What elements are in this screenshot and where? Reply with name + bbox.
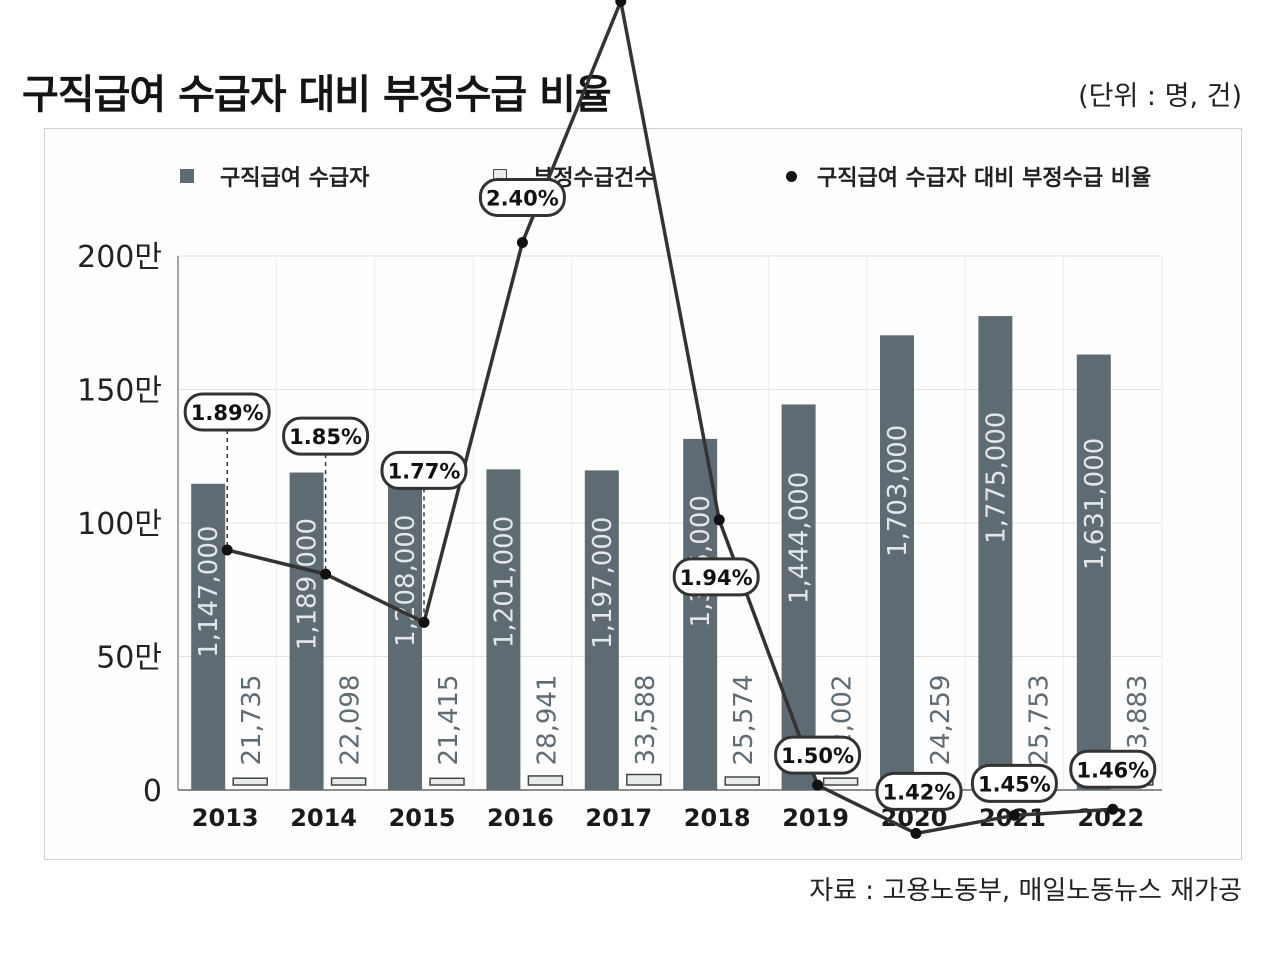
- bar-fraud-cases: [724, 776, 760, 786]
- bar-recipients: [191, 483, 226, 790]
- bar-label-fraud-cases: 21,415: [434, 675, 464, 766]
- ratio-point: [1107, 803, 1119, 815]
- bar-label-recipients: 1,201,000: [489, 516, 519, 648]
- legend-item-recipients: 구직급여 수급자: [180, 158, 369, 194]
- ratio-callout-bubble: [970, 763, 1058, 803]
- y-tick-label: 150만: [77, 374, 162, 409]
- ratio-callout-bubble: [380, 450, 468, 490]
- bar-label-fraud-cases: 21,735: [237, 675, 267, 766]
- ratio-label: 1.77%: [388, 459, 461, 483]
- bar-recipients: [584, 470, 619, 790]
- ratio-callout-bubble: [875, 771, 963, 811]
- bar-fraud-cases: [822, 777, 859, 786]
- legend-swatch-recipients: [180, 169, 194, 183]
- bar-label-recipients: 1,208,000: [391, 515, 421, 647]
- y-tick-label: 200만: [77, 240, 162, 275]
- source-note: 자료 : 고용노동부, 매일노동뉴스 재가공: [809, 876, 1242, 906]
- x-tick-label: 2017: [585, 804, 652, 832]
- y-tick-label: 0: [143, 774, 162, 809]
- ratio-line: [226, 0, 1113, 836]
- ratio-point: [910, 827, 922, 839]
- ratio-label: 1.42%: [883, 780, 956, 804]
- bar-label-recipients: 1,197,000: [588, 517, 618, 649]
- legend-item-ratio: 구직급여 수급자 대비 부정수급 비율: [786, 158, 1151, 194]
- ratio-label: 1.45%: [978, 772, 1051, 796]
- bar-recipients: [880, 335, 914, 790]
- ratio-label: 1.50%: [781, 744, 854, 768]
- ratio-callout-bubble: [774, 735, 862, 775]
- bar-fraud-cases: [330, 777, 367, 786]
- ratio-label: 1.85%: [289, 425, 362, 449]
- legend-swatch-ratio: [786, 170, 797, 182]
- bar-label-recipients: 1,444,000: [785, 472, 815, 604]
- y-tick-label: 50만: [96, 641, 162, 676]
- bar-label-fraud-cases: 24,259: [926, 675, 956, 766]
- bar-label-fraud-cases: 28,941: [532, 675, 562, 766]
- ratio-callout-bubble: [183, 392, 271, 432]
- bar-fraud-cases: [232, 777, 268, 786]
- ratio-point: [812, 779, 824, 791]
- y-tick-label: 100만: [77, 507, 162, 542]
- bar-label-fraud-cases: 22,098: [336, 675, 366, 766]
- ratio-point: [615, 0, 627, 7]
- bar-label-fraud-cases: 25,753: [1024, 675, 1054, 766]
- ratio-label: 1.94%: [680, 566, 753, 590]
- ratio-label: 1.46%: [1076, 758, 1149, 782]
- legend-label-recipients: 구직급여 수급자: [220, 166, 370, 191]
- bar-label-recipients: 1,775,000: [981, 412, 1011, 544]
- ratio-callout-bubble: [672, 557, 760, 597]
- bar-label-fraud-cases: 25,574: [729, 675, 759, 766]
- ratio-callout-bubble: [1069, 749, 1157, 789]
- unit-label: (단위 : 명, 건): [1078, 81, 1242, 112]
- bar-recipients: [388, 467, 422, 790]
- bar-recipients: [978, 316, 1013, 790]
- chart-frame: [44, 128, 1242, 860]
- x-tick-label: 2019: [782, 804, 849, 832]
- x-tick-label: 2016: [487, 804, 554, 832]
- ratio-label: 1.89%: [191, 401, 264, 425]
- ratio-point: [418, 616, 430, 628]
- bar-fraud-cases: [429, 777, 465, 786]
- x-tick-label: 2015: [389, 804, 456, 832]
- x-tick-label: 2013: [192, 804, 259, 832]
- legend-label-ratio: 구직급여 수급자 대비 부정수급 비율: [817, 166, 1152, 191]
- ratio-point: [221, 544, 233, 556]
- x-tick-label: 2014: [290, 804, 357, 832]
- ratio-point: [713, 514, 725, 526]
- bar-label-recipients: 1,631,000: [1080, 438, 1110, 570]
- bar-recipients: [781, 404, 816, 790]
- ratio-label: 2.40%: [486, 186, 559, 210]
- bar-fraud-cases: [527, 775, 564, 786]
- page-title: 구직급여 수급자 대비 부정수급 비율: [22, 72, 612, 118]
- x-tick-label: 2018: [684, 804, 751, 832]
- bar-label-recipients: 1,703,000: [883, 425, 913, 557]
- bar-recipients: [486, 469, 521, 790]
- bar-label-recipients: 1,147,000: [194, 526, 224, 658]
- ratio-callout-bubble: [282, 416, 370, 456]
- ratio-point: [516, 236, 528, 248]
- bar-recipients: [683, 438, 718, 790]
- bar-recipients: [289, 472, 324, 790]
- ratio-point: [320, 568, 332, 580]
- ratio-point: [1008, 809, 1020, 821]
- bar-label-fraud-cases: 33,588: [631, 675, 661, 766]
- bar-label-recipients: 1,189,000: [293, 518, 323, 650]
- bar-fraud-cases: [626, 773, 662, 786]
- ratio-callout-bubble: [478, 177, 566, 217]
- bar-recipients: [1076, 354, 1111, 790]
